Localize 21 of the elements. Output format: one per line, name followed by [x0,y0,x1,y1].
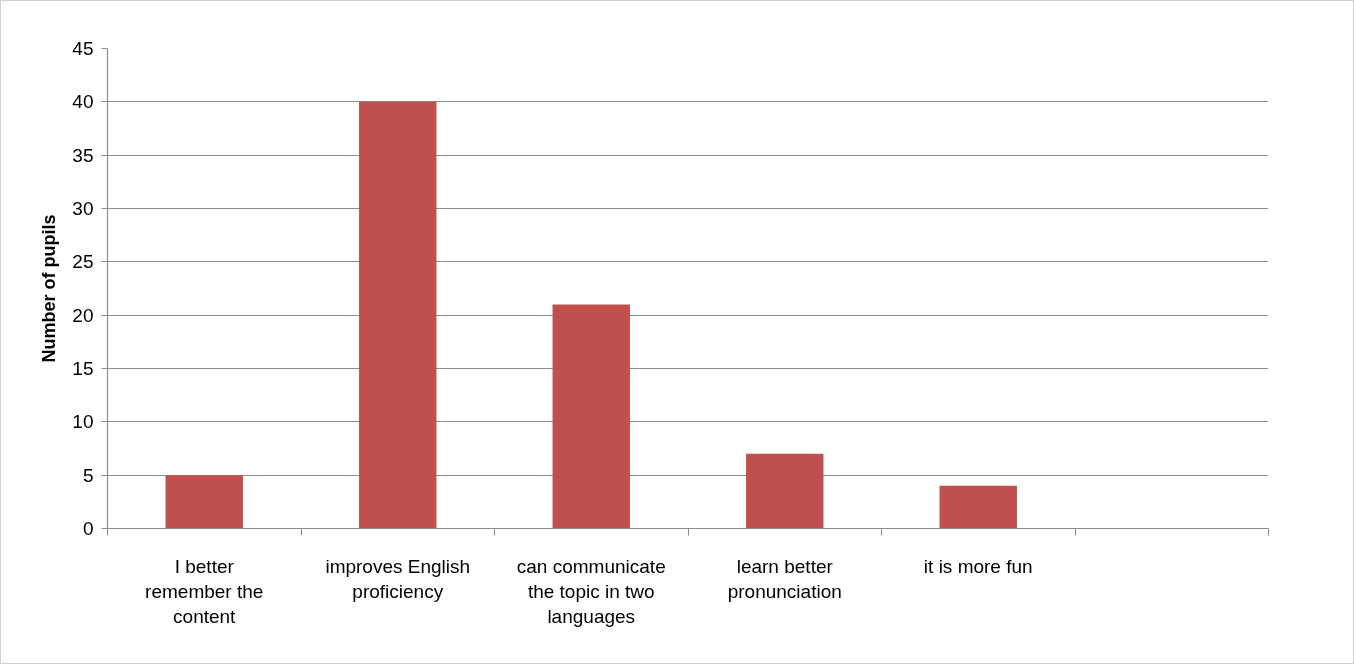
y-tick-label: 40 [72,91,94,113]
y-tick-label: 25 [72,251,94,273]
y-tick-label: 15 [72,358,94,379]
y-axis-title: Number of pupils [39,214,60,363]
x-tick-label: I better remember the content [145,555,264,627]
bar [359,101,437,529]
y-tick-label: 35 [72,144,94,166]
bar [746,453,824,529]
y-tick-label: 20 [72,304,94,326]
x-tick-label: it is more fun [923,555,1033,577]
y-tick-label: 30 [72,198,94,219]
y-tick-label: 5 [82,464,94,486]
x-tick-label: learn better pronunciation [727,555,842,602]
bar [939,485,1017,529]
y-tick-label: 10 [72,411,94,433]
y-tick-label: 45 [72,38,94,59]
x-tick-label: can communicate the topic in two languages [516,555,666,627]
x-tick-label: improves English proficiency [325,555,471,602]
bar [552,304,630,529]
bar [165,475,243,529]
y-tick-label: 0 [82,518,94,539]
